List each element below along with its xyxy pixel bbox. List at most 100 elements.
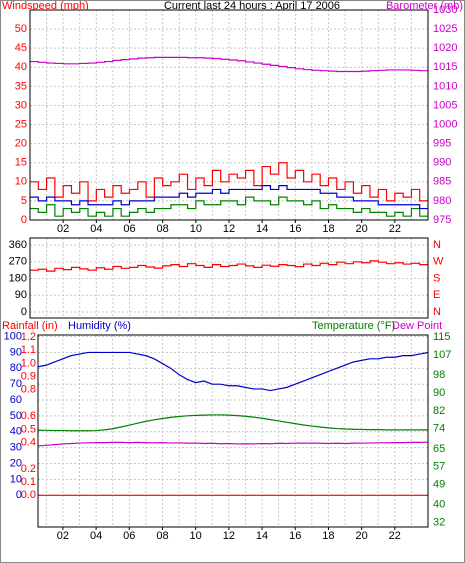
y3-tick-label: 0.0 [21,489,36,501]
y2-tick-label: E [433,289,440,301]
legend-label: Rainfall (in) [2,320,58,332]
series-line [30,185,428,210]
y2-tick-label: 975 [433,214,451,226]
y2-tick-label: 82 [433,405,445,417]
y2-axis-label: Barometer (mb) [386,0,463,12]
y-tick-label: 10 [15,176,27,188]
y2-tick-label: 115 [433,331,451,343]
x-tick-label: 06 [123,530,135,542]
legend-label: Humidity (%) [68,320,131,332]
y-tick-label: 15 [15,157,27,169]
y-tick-label: 0 [21,214,27,226]
y3-tick-label: 0.5 [21,423,36,435]
y-tick-label: 25 [15,118,27,130]
y-tick-label: 40 [10,426,22,438]
y-tick-label: 20 [10,457,22,469]
y2-tick-label: 1010 [433,80,457,92]
y-tick-label: 10 [10,473,22,485]
x-tick-label: 08 [156,530,168,542]
series-line [38,351,428,392]
x-tick-label: 12 [223,223,235,235]
legend-label: Temperature (°F) [312,320,395,332]
series-line [30,196,428,217]
series-line [30,56,428,73]
y-tick-label: 30 [10,442,22,454]
y2-tick-label: 1030 [433,4,457,16]
y2-tick-label: 985 [433,176,451,188]
y2-tick-label: 57 [433,461,445,473]
y3-tick-label: 1.1 [21,344,36,356]
x-tick-label: 10 [190,530,202,542]
plot-frame [29,9,429,221]
y2-tick-label: 990 [433,157,451,169]
y-tick-label: 100 [4,330,22,342]
y2-tick-label: N [433,306,441,318]
y2-tick-label: 98 [433,369,445,381]
y-tick-label: 5 [21,195,27,207]
x-tick-label: 20 [355,530,367,542]
y3-tick-label: 0.2 [21,463,36,475]
y3-tick-label: 1.2 [21,331,36,343]
y-tick-label: 35 [15,80,27,92]
chart-title: Current last 24 hours : April 17 2006 [164,0,340,12]
x-tick-label: 16 [289,530,301,542]
y3-tick-label: 0.6 [21,410,36,422]
x-tick-label: 18 [322,530,334,542]
x-tick-label: 14 [256,223,268,235]
x-tick-label: 08 [157,223,169,235]
x-tick-label: 18 [322,223,334,235]
y3-tick-label: 0.4 [21,436,36,448]
y2-tick-label: 1025 [433,23,457,35]
x-tick-label: 06 [123,223,135,235]
y-tick-label: 60 [10,394,22,406]
x-tick-label: 16 [289,223,301,235]
y3-tick-label: 0.8 [21,384,36,396]
y-tick-label: 45 [15,42,27,54]
y2-tick-label: 65 [433,443,445,455]
x-tick-label: 04 [90,223,102,235]
plot-frame [29,237,429,319]
y-tick-label: 20 [15,138,27,150]
series-line [30,260,428,272]
y-tick-label: 50 [15,23,27,35]
y-tick-label: 0 [21,306,27,318]
y2-tick-label: 49 [433,478,445,490]
y-tick-label: 180 [9,272,27,284]
y3-tick-label: 0.1 [21,476,36,488]
y2-tick-label: 1015 [433,61,457,73]
x-tick-label: 04 [90,530,102,542]
y-tick-label: 360 [9,239,27,251]
series-line [38,441,428,447]
series-line [38,414,428,432]
y-tick-label: 40 [15,61,27,73]
y2-tick-label: 980 [433,195,451,207]
x-tick-label: 22 [389,223,401,235]
y-axis-label: Windspeed (mph) [2,0,89,12]
y-tick-label: 50 [10,410,22,422]
y-tick-label: 80 [10,362,22,374]
y2-tick-label: 1000 [433,118,457,130]
y-tick-label: 90 [10,346,22,358]
x-tick-label: 02 [57,223,69,235]
x-tick-label: 20 [356,223,368,235]
y2-tick-label: 1005 [433,99,457,111]
x-tick-label: 22 [389,530,401,542]
y2-tick-label: 40 [433,499,445,511]
x-tick-label: 02 [57,530,69,542]
y2-tick-label: 32 [433,516,445,528]
plot-frame [37,334,429,528]
y3-tick-label: 0.9 [21,370,36,382]
y-tick-label: 70 [10,378,22,390]
y2-tick-label: 1020 [433,42,457,54]
y2-tick-label: 74 [433,423,445,435]
series-line [30,162,428,202]
y2-tick-label: N [433,239,441,251]
x-tick-label: 14 [256,530,268,542]
y-tick-label: 270 [9,256,27,268]
x-tick-label: 10 [190,223,202,235]
y2-tick-label: S [433,272,440,284]
y3-tick-label: 1.0 [21,357,36,369]
y-tick-label: 30 [15,99,27,111]
y-tick-label: 0 [16,489,22,501]
legend-label: Dew Point [392,320,442,332]
